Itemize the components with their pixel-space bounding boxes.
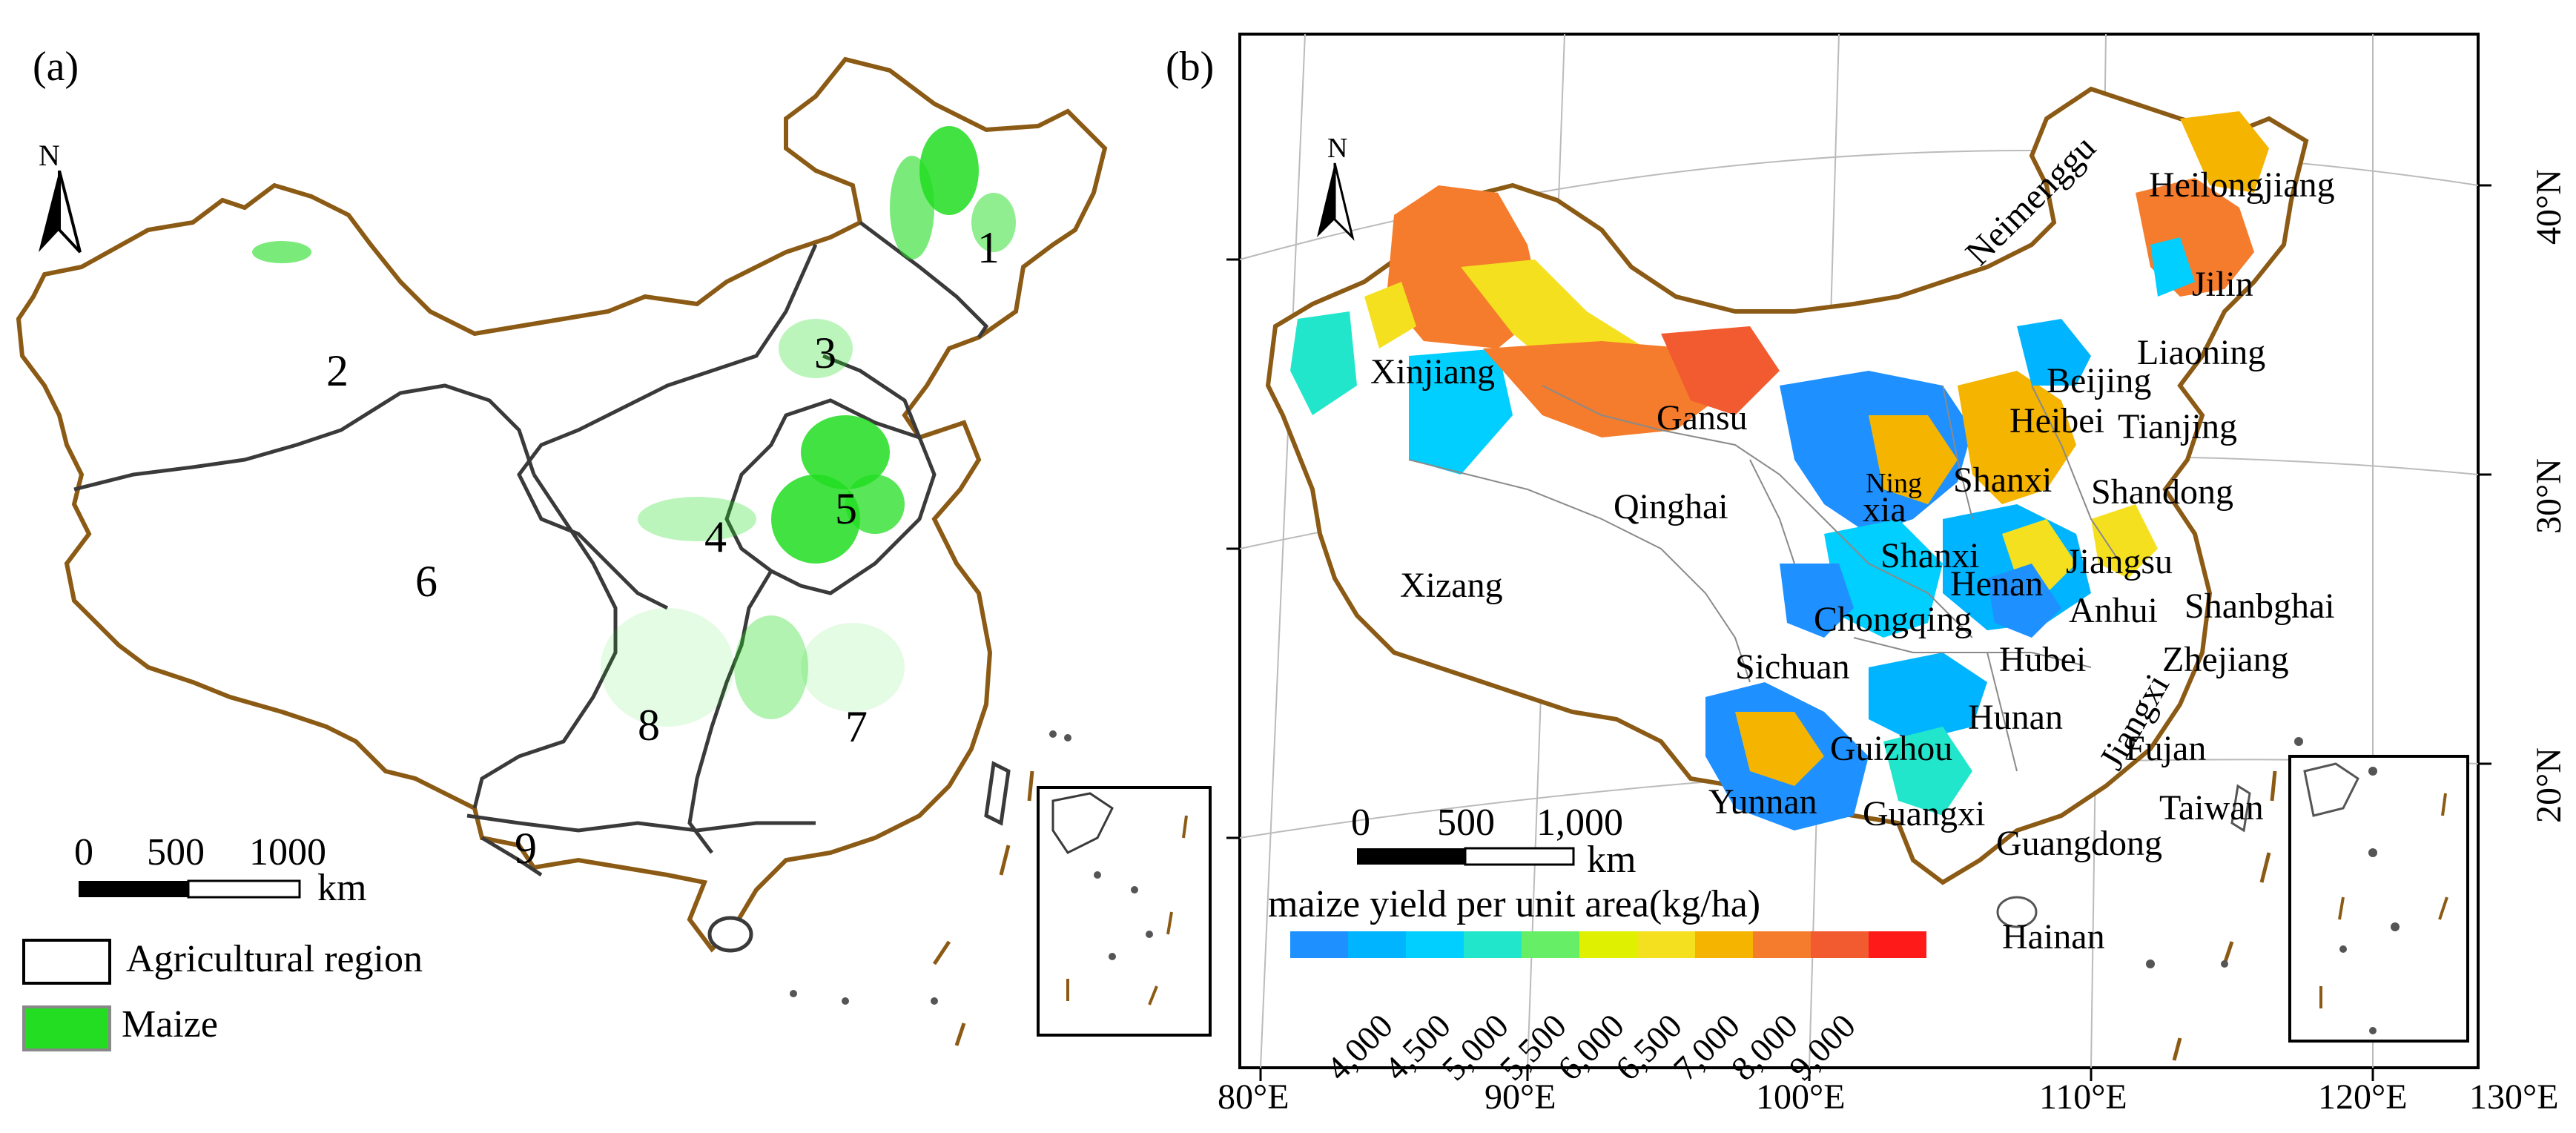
province-label: Zhejiang [2162, 640, 2289, 679]
legend-color-swatch [1637, 931, 1695, 958]
region-number: 1 [977, 223, 1000, 272]
lon-label: 120°E [2318, 1077, 2408, 1117]
region-number: 7 [845, 702, 868, 751]
north-arrow-icon [39, 171, 82, 254]
panel-b: (b) [1166, 0, 2576, 1133]
province-label: Qinghai [1614, 487, 1728, 526]
legend-color-ramp [1290, 931, 1926, 958]
region-number: 8 [638, 701, 660, 750]
china-outline [16, 56, 1108, 953]
legend-swatch-region [22, 939, 111, 985]
province-label: Heilongjiang [2149, 165, 2335, 205]
province-label: Fujan [2125, 729, 2207, 768]
province-label: Tianjing [2118, 407, 2237, 446]
maize-yield-map [1226, 33, 2491, 1081]
lon-label: 110°E [2039, 1077, 2127, 1117]
scale-tick: 1000 [249, 831, 326, 873]
province-label: Xinjiang [1370, 352, 1495, 392]
legend-label: Agricultural region [126, 938, 423, 980]
province-label: Heibei [2009, 401, 2104, 440]
panel-a: (a) N [0, 0, 1216, 1133]
province-label: Chongqing [1814, 600, 1972, 639]
lon-label: 80°E [1218, 1077, 1289, 1117]
province-label: Guangdong [1996, 824, 2162, 863]
lat-label: 20°N [2529, 747, 2569, 823]
legend-title: maize yield per unit area(kg/ha) [1268, 883, 1761, 925]
legend-color-swatch [1522, 931, 1579, 958]
north-label: N [39, 139, 60, 172]
region-number: 5 [835, 484, 857, 533]
legend-label: Maize [122, 1003, 218, 1046]
legend-color-swatch [1869, 931, 1926, 958]
province-label: Guangxi [1863, 794, 1986, 833]
province-label: Shandong [2091, 472, 2233, 512]
province-label: Yunnan [1708, 782, 1817, 822]
scale-bar [79, 879, 301, 899]
north-arrow-icon [1317, 163, 1335, 237]
region-number: 3 [814, 328, 836, 377]
panel-b-label: (b) [1166, 44, 1215, 90]
scale-tick: 0 [74, 831, 93, 873]
lat-label: 30°N [2529, 458, 2569, 534]
legend-color-swatch [1753, 931, 1811, 958]
province-label: Liaoning [2137, 333, 2266, 372]
province-label: Shanbghai [2184, 587, 2335, 626]
scale-tick: 1,000 [1536, 802, 1623, 844]
province-label: Gansu [1657, 398, 1748, 437]
province-label: Ning [1866, 468, 1922, 499]
region-number: 9 [515, 824, 537, 873]
province-label: Jiangsu [2066, 542, 2173, 581]
region-number: 2 [326, 346, 349, 395]
lon-label: 90°E [1484, 1077, 1556, 1117]
province-label: Xizang [1400, 566, 1503, 605]
legend-color-swatch [1695, 931, 1753, 958]
north-label: N [1327, 133, 1348, 164]
region-number: 6 [415, 557, 437, 606]
legend-color-swatch [1464, 931, 1522, 958]
province-label: Shanxi [1880, 536, 1980, 575]
scale-tick: 0 [1351, 802, 1370, 844]
legend-color-swatch [1579, 931, 1637, 958]
lat-label: 40°N [2529, 169, 2569, 245]
province-label: Hunan [1968, 698, 2063, 737]
province-label: Jilin [2192, 265, 2253, 304]
scale-tick: 500 [1437, 802, 1495, 844]
china-region-map [16, 56, 1212, 1046]
legend-color-swatch [1290, 931, 1348, 958]
legend-swatch-maize [22, 1005, 111, 1051]
scale-unit: km [317, 867, 367, 909]
lon-label: 100°E [1756, 1077, 1846, 1117]
province-label: Guizhou [1830, 729, 1953, 768]
province-label: Anhui [2069, 591, 2158, 630]
province-label: Beijing [2047, 361, 2152, 400]
province-label: Shanxi [1953, 460, 2052, 500]
scale-tick: 500 [147, 831, 205, 873]
province-label: Taiwan [2159, 788, 2264, 828]
legend-color-swatch [1348, 931, 1406, 958]
legend-color-swatch [1406, 931, 1464, 958]
scale-bar [1357, 847, 1575, 866]
scale-unit: km [1587, 839, 1637, 881]
legend-color-swatch [1811, 931, 1869, 958]
province-label: Sichuan [1735, 647, 1850, 687]
province-label: Hubei [1999, 640, 2087, 679]
lon-label: 130°E [2469, 1077, 2559, 1117]
province-label: Henan [1950, 564, 2044, 604]
province-label: Hainan [2002, 917, 2105, 957]
region-number: 4 [704, 512, 727, 561]
panel-a-label: (a) [33, 44, 79, 90]
province-label: xia [1863, 490, 1906, 529]
